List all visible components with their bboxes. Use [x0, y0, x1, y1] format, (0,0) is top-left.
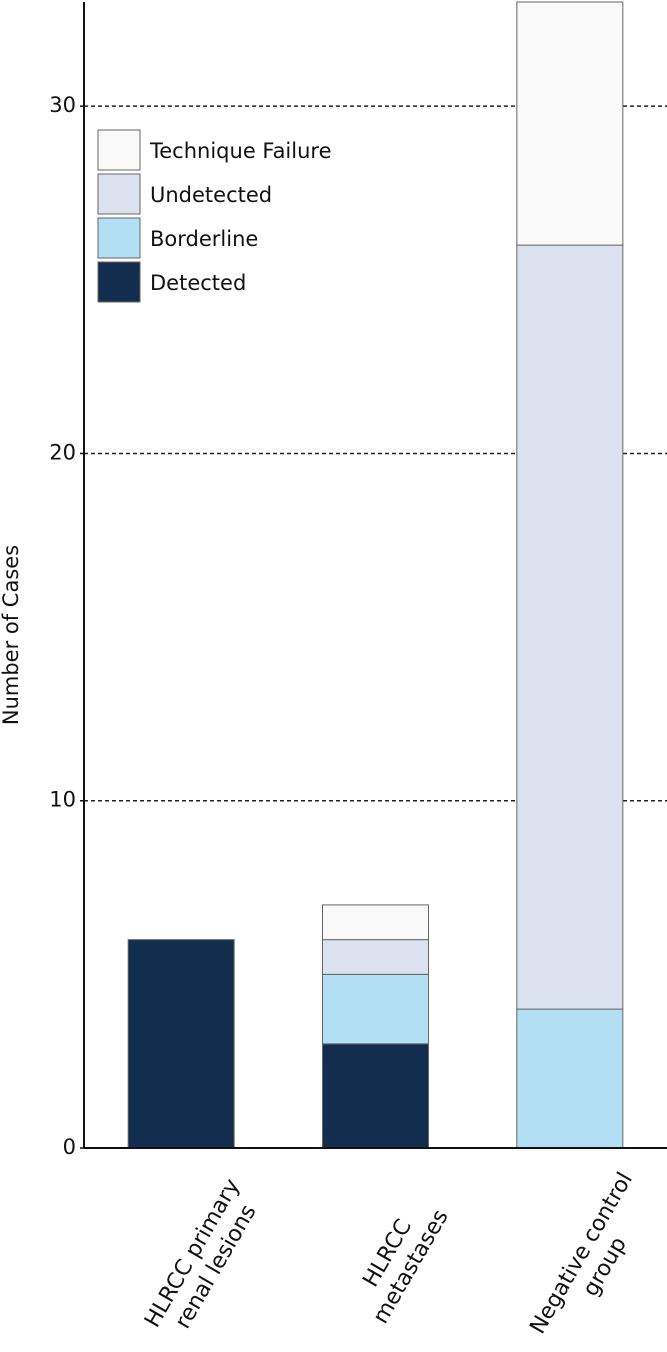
- bar-segment: [516, 1008, 624, 1149]
- y-axis-label: Number of Cases: [0, 545, 23, 725]
- y-tick-label: 10: [49, 788, 76, 812]
- bar-segment: [516, 244, 624, 1010]
- bar-segment: [322, 1043, 429, 1149]
- legend-swatch: [97, 217, 141, 259]
- legend-swatch: [97, 173, 141, 215]
- y-tick-label: 20: [49, 440, 76, 464]
- bar-segment: [127, 939, 235, 1149]
- bar-segment: [322, 973, 429, 1045]
- bar-segment: [322, 939, 429, 975]
- legend-swatch: [97, 261, 141, 303]
- y-tick-label: 0: [63, 1135, 76, 1159]
- bar-segment: [516, 1, 624, 246]
- legend-swatch: [97, 129, 141, 171]
- legend-label: Technique Failure: [149, 139, 332, 163]
- legend-label: Detected: [150, 271, 246, 295]
- y-tick-label: 30: [49, 93, 76, 117]
- bar-segment: [322, 904, 429, 941]
- legend-label: Borderline: [150, 227, 258, 251]
- legend-label: Undetected: [150, 183, 272, 207]
